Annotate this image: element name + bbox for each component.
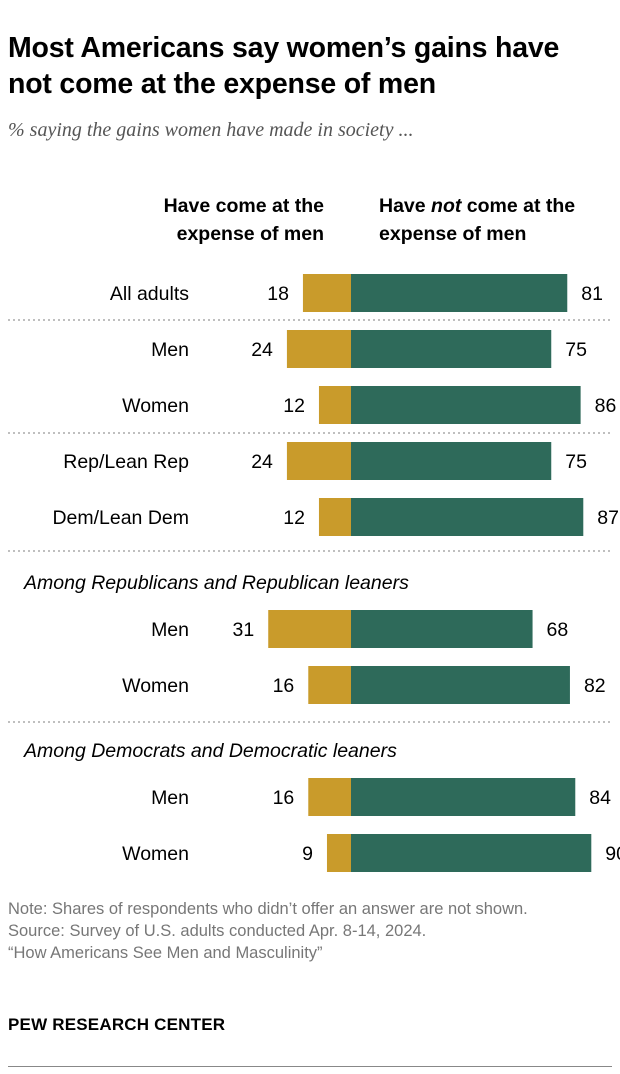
row-label: Women <box>122 675 189 697</box>
value-label-expense: 16 <box>273 787 295 809</box>
bar-expense <box>302 274 351 312</box>
bar-not-expense <box>351 498 584 536</box>
column-header-not-expense-emphasis: not <box>431 195 462 217</box>
value-label-expense: 24 <box>251 339 273 361</box>
bar-expense <box>318 498 351 536</box>
value-label-not-expense: 75 <box>565 339 587 361</box>
value-label-expense: 12 <box>283 507 305 529</box>
diverging-bar-chart: All adults 18 81 Men 24 75 Women 12 86 Rep/Lean R… <box>8 274 620 872</box>
row-label: All adults <box>110 283 189 305</box>
row-label: Rep/Lean Rep <box>63 451 189 473</box>
row-label: Men <box>151 787 189 809</box>
value-label-expense: 31 <box>233 619 255 641</box>
value-label-expense: 16 <box>273 675 295 697</box>
group-heading: Among Democrats and Democratic leaners <box>23 740 397 762</box>
chart-title: Most Americans say women’s gains have no… <box>8 32 560 100</box>
row-label: Men <box>151 339 189 361</box>
bar-not-expense <box>351 274 568 312</box>
value-label-expense: 24 <box>251 451 273 473</box>
bar-expense <box>326 834 351 872</box>
column-header-not-expense-after: come at the expense of men <box>379 195 576 245</box>
note-text: Note: Shares of respondents who didn’t o… <box>8 900 528 918</box>
value-label-not-expense: 75 <box>565 451 587 473</box>
column-header-expense-text: Have come at the expense of men <box>163 195 324 245</box>
value-label-not-expense: 68 <box>547 619 569 641</box>
row-label: Dem/Lean Dem <box>52 507 189 529</box>
bar-expense <box>268 610 351 648</box>
group-heading: Among Republicans and Republican leaners <box>23 572 409 594</box>
column-header-not-expense: Have not come at the expense of men <box>379 192 599 248</box>
brand-logo-text: PEW RESEARCH CENTER <box>8 1015 226 1034</box>
row-label: Women <box>122 843 189 865</box>
bar-not-expense <box>351 778 576 816</box>
value-label-not-expense: 86 <box>595 395 617 417</box>
chart-subtitle: % saying the gains women have made in so… <box>8 119 414 141</box>
footnotes: Note: Shares of respondents who didn’t o… <box>8 898 598 964</box>
bar-not-expense <box>351 442 552 480</box>
report-title-text: “How Americans See Men and Masculinity” <box>8 944 323 962</box>
value-label-not-expense: 81 <box>581 283 603 305</box>
bar-expense <box>308 666 351 704</box>
bar-expense <box>318 386 351 424</box>
value-label-not-expense: 84 <box>589 787 611 809</box>
column-header-not-expense-before: Have <box>379 195 432 217</box>
value-label-expense: 12 <box>283 395 305 417</box>
bottom-rule <box>8 1066 612 1067</box>
value-label-expense: 18 <box>267 283 289 305</box>
value-label-not-expense: 87 <box>597 507 619 529</box>
value-label-not-expense: 82 <box>584 675 606 697</box>
row-label: Women <box>122 395 189 417</box>
bar-not-expense <box>351 666 570 704</box>
value-label-expense: 9 <box>302 843 313 865</box>
bar-expense <box>308 778 351 816</box>
bar-not-expense <box>351 330 552 368</box>
bar-expense <box>286 442 351 480</box>
row-label: Men <box>151 619 189 641</box>
bar-not-expense <box>351 834 592 872</box>
bar-not-expense <box>351 610 533 648</box>
bar-expense <box>286 330 351 368</box>
column-header-expense: Have come at the expense of men <box>124 192 324 248</box>
bar-not-expense <box>351 386 581 424</box>
value-label-not-expense: 90 <box>605 843 620 865</box>
source-text: Source: Survey of U.S. adults conducted … <box>8 922 427 940</box>
